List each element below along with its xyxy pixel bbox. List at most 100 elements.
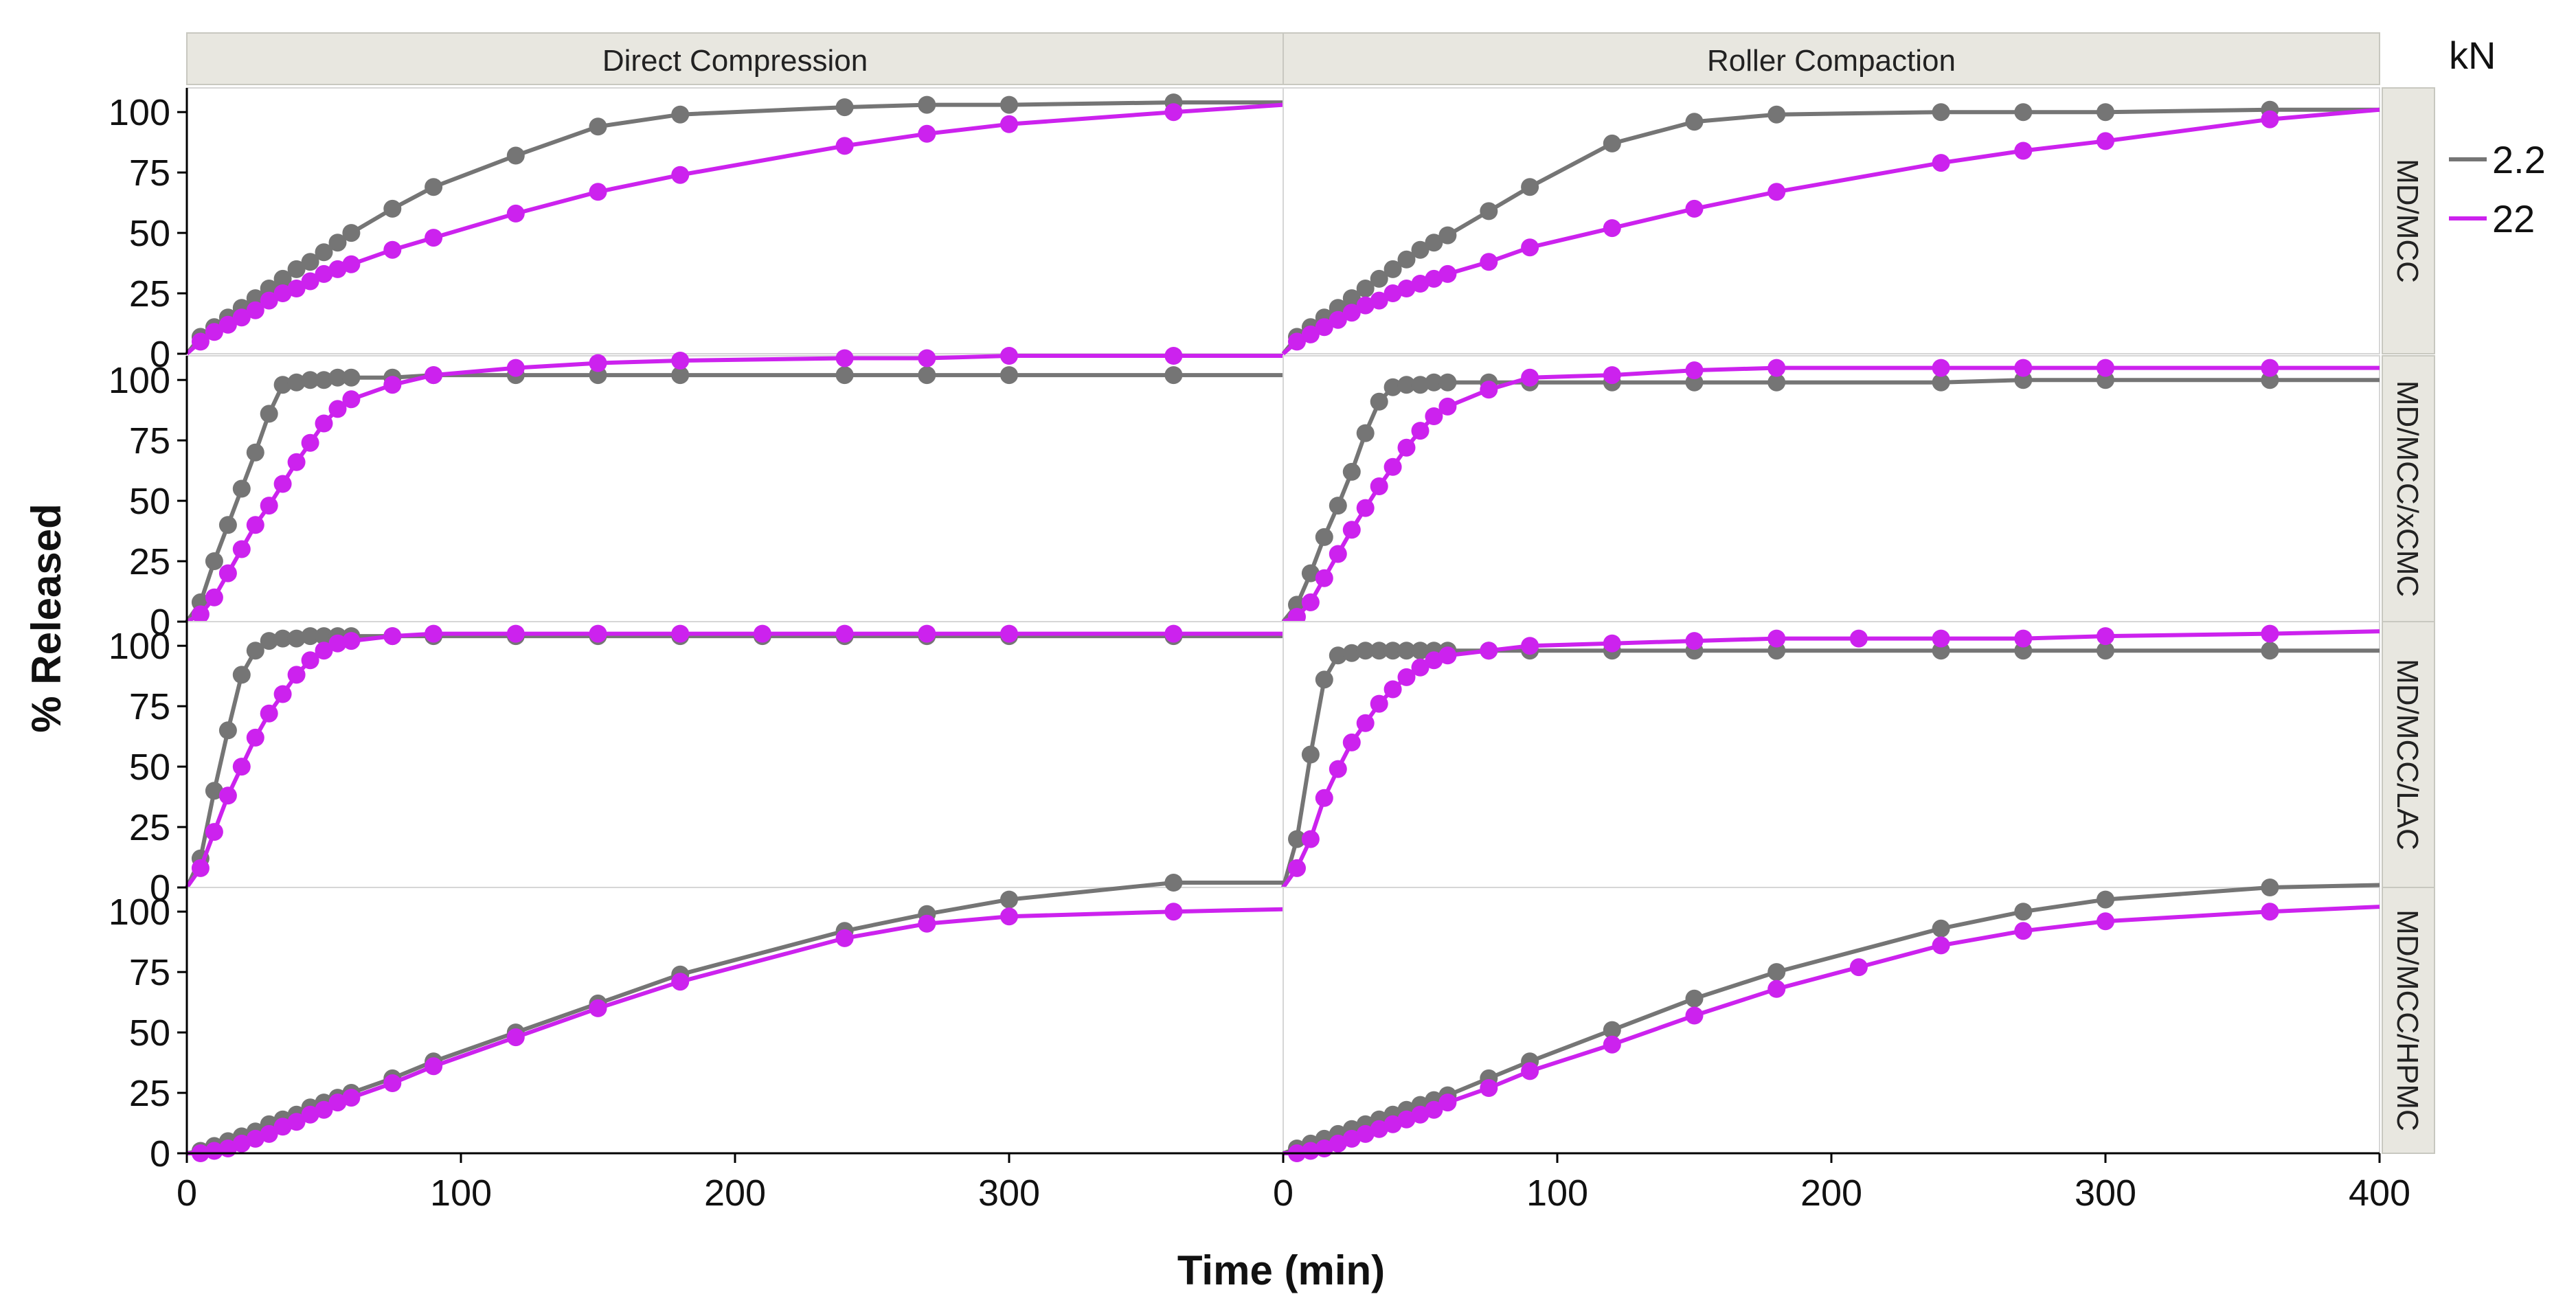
data-point-22 xyxy=(1397,668,1416,686)
data-point-2-2 xyxy=(2097,890,2114,909)
data-point-2-2 xyxy=(301,627,319,646)
data-point-22 xyxy=(301,1105,319,1124)
data-point-2-2 xyxy=(1315,528,1333,546)
data-point-22 xyxy=(1370,477,1388,495)
data-point-22 xyxy=(1849,958,1868,977)
data-point-2-2 xyxy=(287,260,306,278)
y-tick-label: 75 xyxy=(129,952,170,993)
y-axis-md-mcc-hpmc: 0 25 50 75 100 xyxy=(109,887,188,1175)
data-point-22 xyxy=(1383,680,1402,699)
data-point-22 xyxy=(260,1124,278,1143)
data-point-2-2 xyxy=(1480,202,1498,220)
data-point-22 xyxy=(1164,103,1183,122)
data-point-22 xyxy=(205,823,223,841)
panel-frame xyxy=(186,87,1284,354)
panel-roller-compaction-md-mcc-xcmc xyxy=(1281,355,2380,626)
data-point-22 xyxy=(1411,658,1430,677)
data-point-22 xyxy=(1342,521,1361,539)
data-point-22 xyxy=(260,704,278,723)
data-point-22 xyxy=(315,264,333,283)
data-point-22 xyxy=(1521,637,1539,655)
y-tick-label: 100 xyxy=(109,360,170,401)
data-point-22 xyxy=(1685,361,1704,380)
data-point-2-2 xyxy=(1315,670,1333,689)
data-point-22 xyxy=(2097,912,2114,931)
data-point-2-2 xyxy=(246,642,264,660)
strip-label-roller-compaction: Roller Compaction xyxy=(1707,44,1956,78)
data-point-22 xyxy=(342,255,361,273)
panel-frame xyxy=(1283,621,2380,888)
data-point-2-2 xyxy=(1383,378,1402,396)
data-point-22 xyxy=(1849,629,1868,648)
data-point-2-2 xyxy=(1329,497,1347,515)
data-point-22 xyxy=(1425,407,1443,425)
data-point-22 xyxy=(273,284,292,302)
x-tick-label: 100 xyxy=(430,1173,492,1214)
data-point-22 xyxy=(1521,1062,1539,1080)
data-point-2-2 xyxy=(1397,642,1416,660)
data-point-22 xyxy=(2014,629,2033,648)
y-tick-label: 25 xyxy=(129,1073,170,1114)
data-point-2-2 xyxy=(1288,830,1306,848)
data-point-2-2 xyxy=(342,224,361,242)
data-point-2-2 xyxy=(287,373,306,392)
y-axis-md-mcc-xcmc: 0 25 50 75 100 xyxy=(109,356,188,643)
data-point-2-2 xyxy=(1685,989,1704,1008)
data-point-2-2 xyxy=(205,552,223,570)
data-point-2-2 xyxy=(1767,963,1786,982)
data-point-22 xyxy=(506,624,525,643)
strip-roller-compaction xyxy=(1283,32,2380,85)
data-point-22 xyxy=(1685,632,1704,650)
data-point-2-2 xyxy=(273,376,292,394)
data-point-22 xyxy=(589,354,607,372)
strip-direct-compression xyxy=(186,32,1284,85)
data-point-22 xyxy=(589,999,607,1017)
data-point-22 xyxy=(918,914,936,933)
x-axis-direct-compression: 0 100 200 300 xyxy=(177,1152,1285,1214)
data-point-22 xyxy=(273,1118,292,1136)
data-point-22 xyxy=(1370,1120,1388,1138)
data-point-2-2 xyxy=(218,516,237,534)
data-point-22 xyxy=(246,301,264,319)
data-point-22 xyxy=(1685,199,1704,218)
data-point-2-2 xyxy=(1397,250,1416,269)
data-point-22 xyxy=(1164,903,1183,921)
data-point-22 xyxy=(1438,646,1457,665)
data-point-2-2 xyxy=(1000,95,1018,114)
data-point-22 xyxy=(232,758,251,776)
x-axis-roller-compaction: 0 100 200 300 400 xyxy=(1273,1152,2410,1214)
data-point-2-2 xyxy=(246,443,264,462)
y-tick-label: 25 xyxy=(129,273,170,315)
data-point-2-2 xyxy=(218,721,237,740)
data-point-22 xyxy=(1767,359,1786,377)
data-point-22 xyxy=(671,973,690,991)
data-point-22 xyxy=(1603,634,1621,653)
data-point-22 xyxy=(671,352,690,370)
data-point-22 xyxy=(342,1089,361,1107)
data-point-22 xyxy=(1356,1124,1375,1143)
data-point-2-2 xyxy=(2014,103,2033,122)
data-point-2-2 xyxy=(1685,113,1704,131)
data-point-22 xyxy=(2014,359,2033,377)
data-point-22 xyxy=(1932,359,1950,377)
data-point-2-2 xyxy=(273,629,292,648)
panel-frame xyxy=(186,887,1284,1154)
panel-frame xyxy=(186,621,1284,888)
data-point-2-2 xyxy=(1356,642,1375,660)
data-point-2-2 xyxy=(589,117,607,136)
y-tick-label: 100 xyxy=(109,892,170,933)
panel-roller-compaction-md-mcc-lac xyxy=(1281,621,2380,889)
panel-roller-compaction-md-mcc-hpmc xyxy=(1283,879,2380,1162)
data-point-2-2 xyxy=(1425,373,1443,392)
data-point-2-2 xyxy=(1000,890,1018,909)
data-point-22 xyxy=(835,624,854,643)
data-point-22 xyxy=(1521,368,1539,387)
data-point-22 xyxy=(835,137,854,155)
panel-frame xyxy=(186,355,1284,622)
data-point-2-2 xyxy=(315,371,333,389)
data-point-22 xyxy=(287,280,306,297)
data-point-22 xyxy=(232,1134,251,1153)
data-point-22 xyxy=(425,624,443,643)
data-point-22 xyxy=(218,315,237,334)
